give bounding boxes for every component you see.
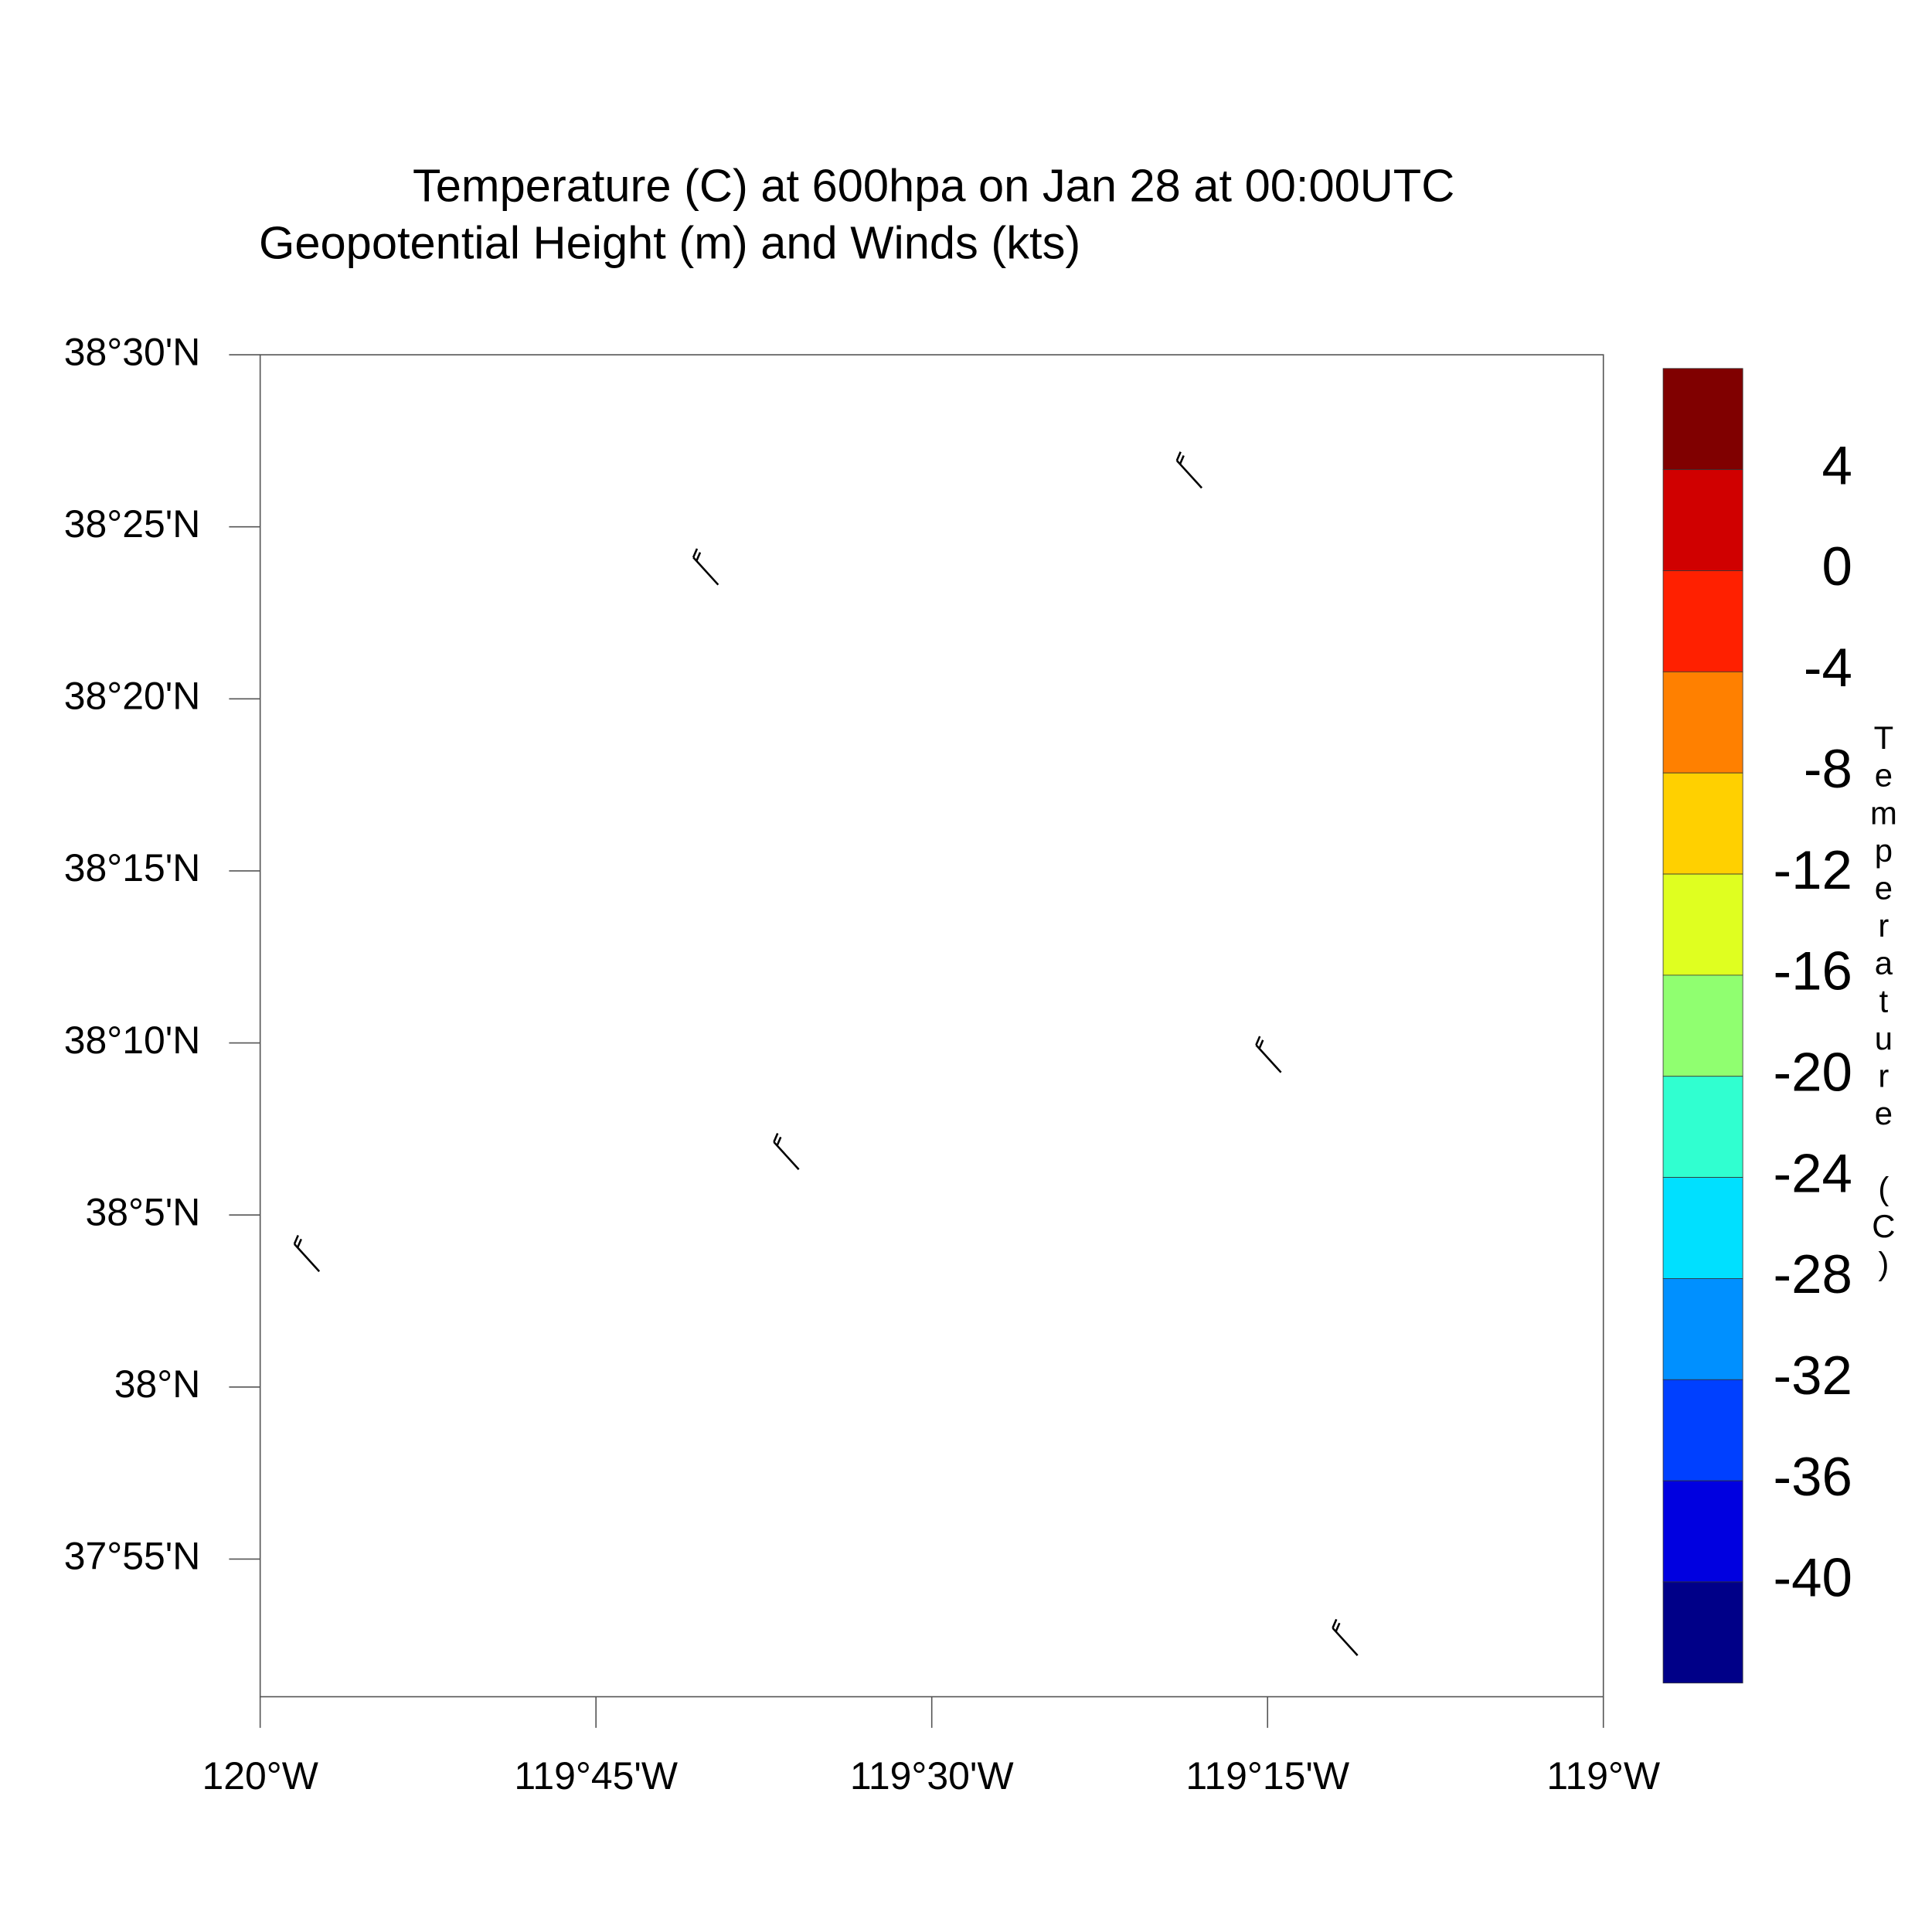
x-tick-label: 119°15'W: [1185, 1754, 1349, 1798]
colorbar-box: [1662, 570, 1743, 672]
colorbar-label: -28: [1773, 1244, 1852, 1305]
colorbar-box: [1662, 671, 1743, 774]
colorbar-label: 4: [1821, 435, 1852, 496]
colorbar-label: -12: [1773, 840, 1852, 901]
colorbar-box: [1662, 1076, 1743, 1178]
wind-barb: [773, 1133, 800, 1171]
y-tick-label: 37°55'N: [64, 1535, 201, 1578]
x-tick-label: 119°W: [1546, 1754, 1660, 1798]
x-tick-label: 119°45'W: [514, 1754, 678, 1798]
colorbar-label: 0: [1821, 536, 1852, 597]
y-tick-label: 38°30'N: [64, 330, 201, 373]
y-tick-label: 38°25'N: [64, 502, 201, 546]
colorbar-box: [1662, 368, 1743, 471]
colorbar-title: Temperature (C): [1866, 719, 1902, 1283]
y-tick-label: 38°15'N: [64, 846, 201, 889]
wind-barb: [1175, 451, 1203, 489]
wind-barb: [1332, 1618, 1359, 1656]
colorbar-box: [1662, 975, 1743, 1077]
colorbar-label: -4: [1804, 638, 1852, 699]
colorbar-label: -40: [1773, 1548, 1852, 1609]
colorbar-label: -20: [1773, 1042, 1852, 1103]
colorbar-label: -36: [1773, 1447, 1852, 1508]
y-tick-label: 38°10'N: [64, 1019, 201, 1062]
colorbar-box: [1662, 1480, 1743, 1583]
colorbar-label: -16: [1773, 941, 1852, 1002]
colorbar-box: [1662, 873, 1743, 976]
x-tick-label: 119°30'W: [850, 1754, 1014, 1798]
chart-subtitle: Geopotential Height (m) and Winds (kts): [259, 217, 1080, 269]
colorbar-box: [1662, 1379, 1743, 1481]
y-tick-label: 38°N: [114, 1362, 201, 1406]
y-tick-label: 38°5'N: [85, 1190, 200, 1233]
colorbar-box: [1662, 469, 1743, 571]
wind-barb: [1255, 1036, 1282, 1073]
colorbar-box: [1662, 1581, 1743, 1684]
colorbar-label: -32: [1773, 1345, 1852, 1406]
chart-title: Temperature (C) at 600hpa on Jan 28 at 0…: [413, 160, 1454, 212]
colorbar-box: [1662, 1177, 1743, 1279]
colorbar-box: [1662, 772, 1743, 875]
colorbar-box: [1662, 1278, 1743, 1380]
wind-barb: [692, 548, 719, 586]
colorbar-label: -24: [1773, 1143, 1852, 1204]
map-frame: [259, 354, 1604, 1698]
x-tick-label: 120°W: [202, 1754, 318, 1798]
y-tick-label: 38°20'N: [64, 675, 201, 718]
colorbar-label: -8: [1804, 739, 1852, 800]
wind-barb: [293, 1235, 321, 1273]
